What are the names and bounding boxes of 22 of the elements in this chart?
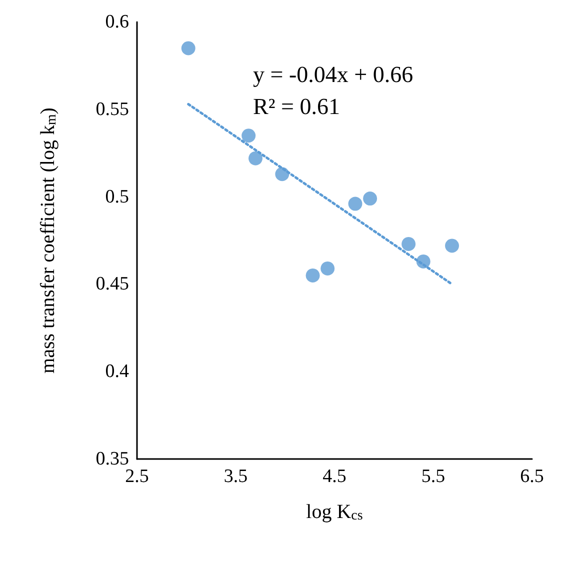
point [445, 238, 460, 253]
point [402, 237, 416, 251]
x-tick-label: 6.5 [520, 466, 544, 487]
y-tick-label: 0.4 [105, 361, 130, 382]
x-tick-label: 3.5 [224, 466, 248, 487]
point [248, 151, 262, 166]
x-tick-label: 4.5 [322, 466, 346, 487]
point [306, 268, 320, 282]
y-axis-title: mass transfer coefficient (log km) [37, 108, 60, 374]
y-tick-label: 0.45 [96, 274, 129, 295]
point [181, 41, 196, 56]
annotation: R² = 0.61 [252, 94, 340, 119]
x-tick-label: 5.5 [421, 466, 446, 487]
point [320, 261, 335, 276]
y-tick-label: 0.6 [105, 12, 129, 32]
x-axis-title: log Kcs [306, 501, 363, 524]
annotation: y = -0.04x + 0.66 [252, 62, 414, 87]
point [348, 196, 362, 211]
y-tick-label: 0.55 [96, 98, 129, 120]
y-tick-label: 0.5 [105, 186, 129, 208]
point [242, 128, 256, 143]
point [363, 192, 378, 206]
